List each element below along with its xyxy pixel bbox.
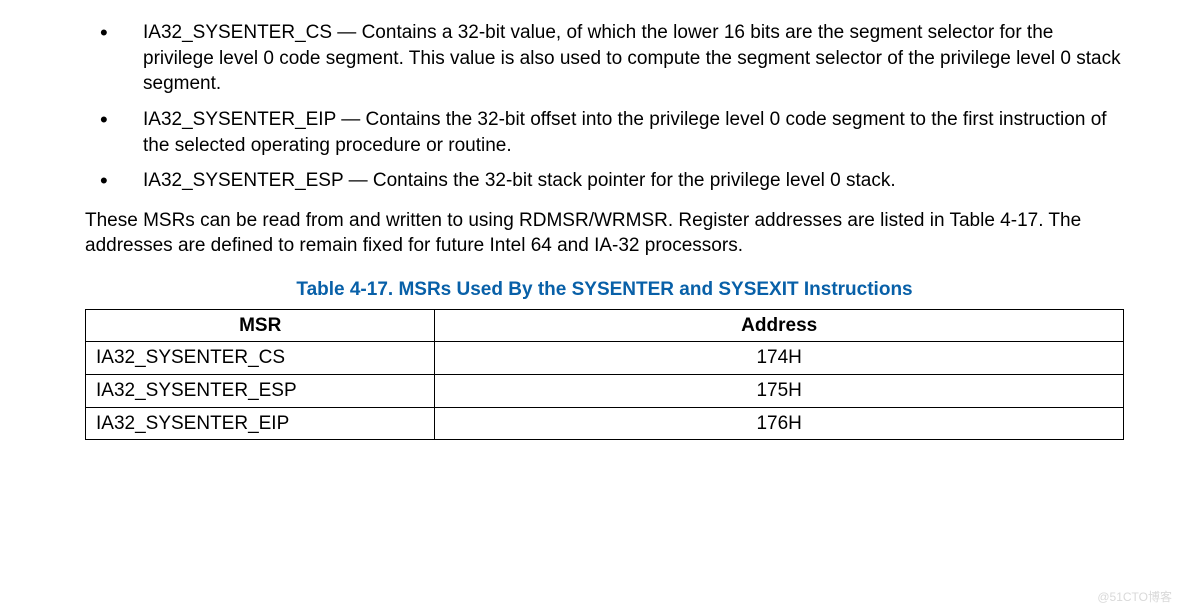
table-cell-msr: IA32_SYSENTER_EIP — [86, 407, 435, 440]
table-cell-msr: IA32_SYSENTER_CS — [86, 342, 435, 375]
table-cell-address: 174H — [435, 342, 1124, 375]
table-header-msr: MSR — [86, 309, 435, 342]
table-row: IA32_SYSENTER_ESP 175H — [86, 375, 1124, 408]
bullet-text: IA32_SYSENTER_CS — Contains a 32-bit val… — [143, 22, 1121, 94]
table-cell-address: 175H — [435, 375, 1124, 408]
bullet-item: IA32_SYSENTER_EIP — Contains the 32-bit … — [85, 107, 1124, 158]
table-cell-msr: IA32_SYSENTER_ESP — [86, 375, 435, 408]
paragraph-msr-note: These MSRs can be read from and written … — [85, 208, 1124, 259]
bullet-item: IA32_SYSENTER_ESP — Contains the 32-bit … — [85, 168, 1124, 194]
table-row: IA32_SYSENTER_EIP 176H — [86, 407, 1124, 440]
table-title: Table 4-17. MSRs Used By the SYSENTER an… — [85, 277, 1124, 303]
bullet-item: IA32_SYSENTER_CS — Contains a 32-bit val… — [85, 20, 1124, 97]
bullet-text: IA32_SYSENTER_EIP — Contains the 32-bit … — [143, 109, 1107, 156]
watermark-text: @51CTO博客 — [1097, 589, 1172, 605]
table-row: IA32_SYSENTER_CS 174H — [86, 342, 1124, 375]
table-header-row: MSR Address — [86, 309, 1124, 342]
msr-table: MSR Address IA32_SYSENTER_CS 174H IA32_S… — [85, 309, 1124, 441]
table-header-address: Address — [435, 309, 1124, 342]
table-cell-address: 176H — [435, 407, 1124, 440]
bullet-list: IA32_SYSENTER_CS — Contains a 32-bit val… — [85, 20, 1124, 194]
bullet-text: IA32_SYSENTER_ESP — Contains the 32-bit … — [143, 170, 896, 191]
